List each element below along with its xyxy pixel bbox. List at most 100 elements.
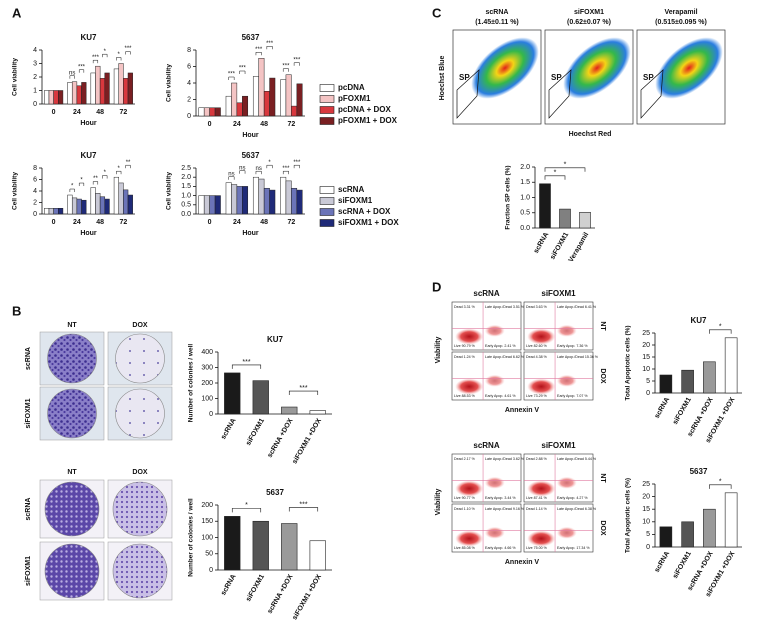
flow-cloud [484, 374, 505, 387]
y-axis-label: Cell viability [166, 64, 173, 102]
column-label: scRNA [473, 441, 499, 450]
x-axis-label: Hour [242, 132, 259, 139]
significance-label: * [719, 324, 722, 331]
bar [203, 195, 210, 215]
bar [225, 182, 232, 215]
y-axis-label: Cell viability [12, 172, 19, 210]
bar [724, 337, 738, 394]
significance-label: ns [239, 165, 245, 171]
x-tick-label: siFOXM1 [672, 396, 693, 426]
significance-label: *** [239, 66, 247, 72]
bar [113, 176, 119, 215]
bar [236, 102, 243, 117]
quadrant-label: Late Apop./Dead 5.44 % [557, 457, 597, 461]
bar [67, 82, 73, 105]
bar [236, 186, 243, 215]
bar [269, 77, 276, 117]
bar [296, 189, 303, 215]
flow-subtitle: (1.45±0.11 %) [475, 19, 519, 26]
significance-label: *** [92, 55, 100, 61]
bar [724, 492, 738, 548]
quadrant-label: Late Apop./Dead 6.41 % [557, 305, 597, 309]
bar [118, 63, 124, 105]
plate [47, 388, 97, 439]
bar [285, 74, 292, 117]
column-label: NT [67, 469, 77, 476]
y-tick-label: 300 [201, 364, 213, 371]
flow-cloud [471, 37, 539, 99]
x-axis-label: Annexin V [505, 559, 540, 566]
legend-swatch [319, 219, 335, 227]
quadrant-label: Late Apop./Dead 3.62 % [485, 457, 525, 461]
significance-bracket [116, 170, 122, 175]
flow-subtitle: (0.62±0.07 %) [567, 19, 611, 26]
significance-bracket [293, 164, 300, 169]
chart-title: 5637 [266, 488, 284, 497]
bar [252, 176, 259, 215]
y-tick-label: 6 [187, 63, 191, 70]
y-tick-label: 0.5 [520, 210, 530, 217]
y-tick-label: 100 [201, 534, 213, 541]
significance-bracket [78, 182, 85, 187]
bar [81, 199, 87, 215]
bar [76, 198, 82, 215]
panel-letter: D [432, 279, 441, 294]
y-tick-label: 100 [201, 395, 213, 402]
bar [95, 193, 101, 215]
y-tick-label: 1.5 [520, 179, 530, 186]
row-label: NT [599, 321, 606, 331]
y-tick-label: 0 [33, 101, 37, 108]
chart-title: 5637 [242, 151, 260, 160]
significance-bracket [69, 75, 75, 79]
legend-swatch [319, 197, 335, 205]
significance-label: * [564, 162, 567, 169]
bar [281, 523, 298, 571]
flow-plot [451, 503, 522, 553]
y-tick-label: 15 [642, 506, 650, 513]
flow-cloud [484, 476, 505, 489]
quadrant-label: Dead 3.63 % [526, 305, 548, 309]
bar [53, 90, 59, 105]
quadrant-label: Late Apop./Dead 9.16 % [485, 507, 525, 511]
chart-title: 5637 [242, 33, 260, 42]
bar [224, 372, 241, 415]
x-tick-label: Verapamil [568, 231, 591, 263]
y-axis-label: Number of colonies / well [188, 344, 195, 423]
column-label: scRNA [473, 289, 499, 298]
x-tick-label: siFOXM1 +DOX [291, 573, 323, 621]
y-tick-label: 0 [646, 544, 650, 551]
x-axis-label: Annexin V [505, 407, 540, 414]
bar [99, 196, 106, 215]
quadrant-label: Late Apop./Dead 15.36 % [557, 355, 599, 359]
legend-label: pFOXM1 [338, 94, 371, 103]
x-tick-label: 24 [73, 219, 81, 226]
bar [269, 189, 276, 215]
chart-title: KU7 [267, 335, 284, 344]
y-tick-label: 20 [642, 342, 650, 349]
bar [309, 540, 326, 571]
quadrant-label: Dead 2.17 % [454, 457, 476, 461]
y-axis-label: Fraction SP cells (%) [505, 165, 512, 229]
quadrant-label: Early Apop. 4.27 % [557, 496, 588, 500]
y-tick-label: 50 [205, 551, 213, 558]
quadrant-label: Early Apop. 4.61 % [485, 394, 516, 398]
quadrant-label: Dead 1.14 % [526, 507, 548, 511]
bar [95, 65, 101, 105]
significance-bracket [231, 508, 262, 513]
x-tick-label: 72 [287, 219, 295, 226]
sp-gate [548, 69, 572, 119]
significance-label: ns [256, 166, 262, 172]
column-label: DOX [132, 322, 148, 329]
bar [280, 79, 287, 117]
significance-label: * [268, 160, 271, 166]
quadrant-label: Dead 2.88 % [526, 457, 548, 461]
panel-letter: B [12, 303, 21, 318]
significance-label: * [71, 184, 74, 190]
bar [252, 76, 259, 117]
x-tick-label: siFOXM1 [245, 417, 266, 447]
quadrant-label: Late Apop./Dead 6.62 % [485, 355, 525, 359]
x-axis-label: Hour [80, 230, 97, 237]
y-tick-label: 4 [187, 80, 191, 87]
quadrant-label: Dead 3.31 % [454, 305, 476, 309]
bar [263, 91, 270, 117]
